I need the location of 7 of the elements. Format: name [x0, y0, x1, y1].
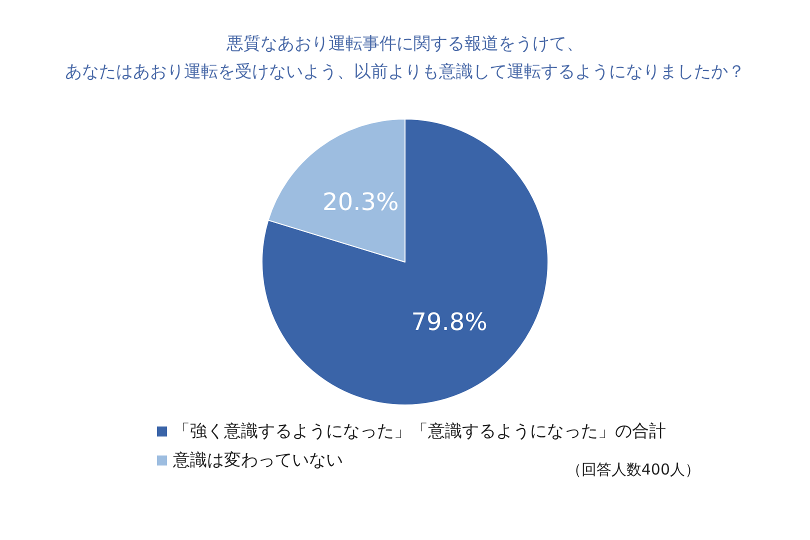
text: （回答人数400人） [566, 460, 700, 478]
data-label: 79.8% [411, 308, 488, 336]
data-label: 20.3% [322, 188, 399, 216]
chart-subtitle: あなたはあおり運転を受けないよう、以前よりも意識して運転するようになりましたか？ [65, 62, 745, 82]
legend-label: 「強く意識するようになった」「意識するようになった」の合計 [173, 422, 666, 442]
chart-title: 悪質なあおり運転事件に関する報道をうけて、 [226, 34, 584, 54]
legend-label: 意識は変わっていない [172, 450, 343, 470]
